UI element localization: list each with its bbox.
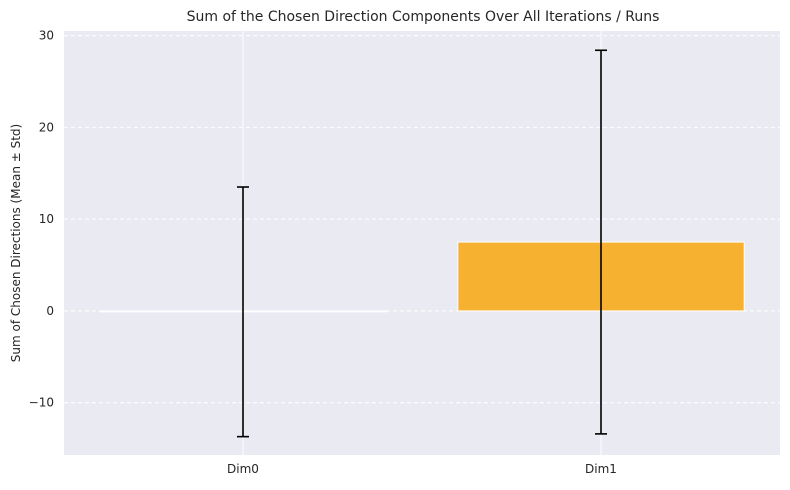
y-tick-label: 10 — [39, 212, 54, 226]
y-tick-labels: −10 0 10 20 30 — [29, 29, 54, 410]
y-tick-label: 20 — [39, 120, 54, 134]
error-bar-dim1 — [595, 49, 607, 435]
x-tick-labels: Dim0 Dim1 — [227, 462, 617, 476]
y-tick-label: 0 — [46, 304, 54, 318]
error-bar-dim0 — [237, 186, 249, 438]
x-tick-label: Dim1 — [585, 462, 617, 476]
chart-title: Sum of the Chosen Direction Components O… — [187, 9, 660, 25]
error-bars — [237, 49, 607, 438]
x-tick-label: Dim0 — [227, 462, 259, 476]
y-tick-label: −10 — [29, 396, 54, 410]
y-axis-label: Sum of Chosen Directions (Mean ± Std) — [9, 124, 23, 362]
y-tick-label: 30 — [39, 29, 54, 43]
